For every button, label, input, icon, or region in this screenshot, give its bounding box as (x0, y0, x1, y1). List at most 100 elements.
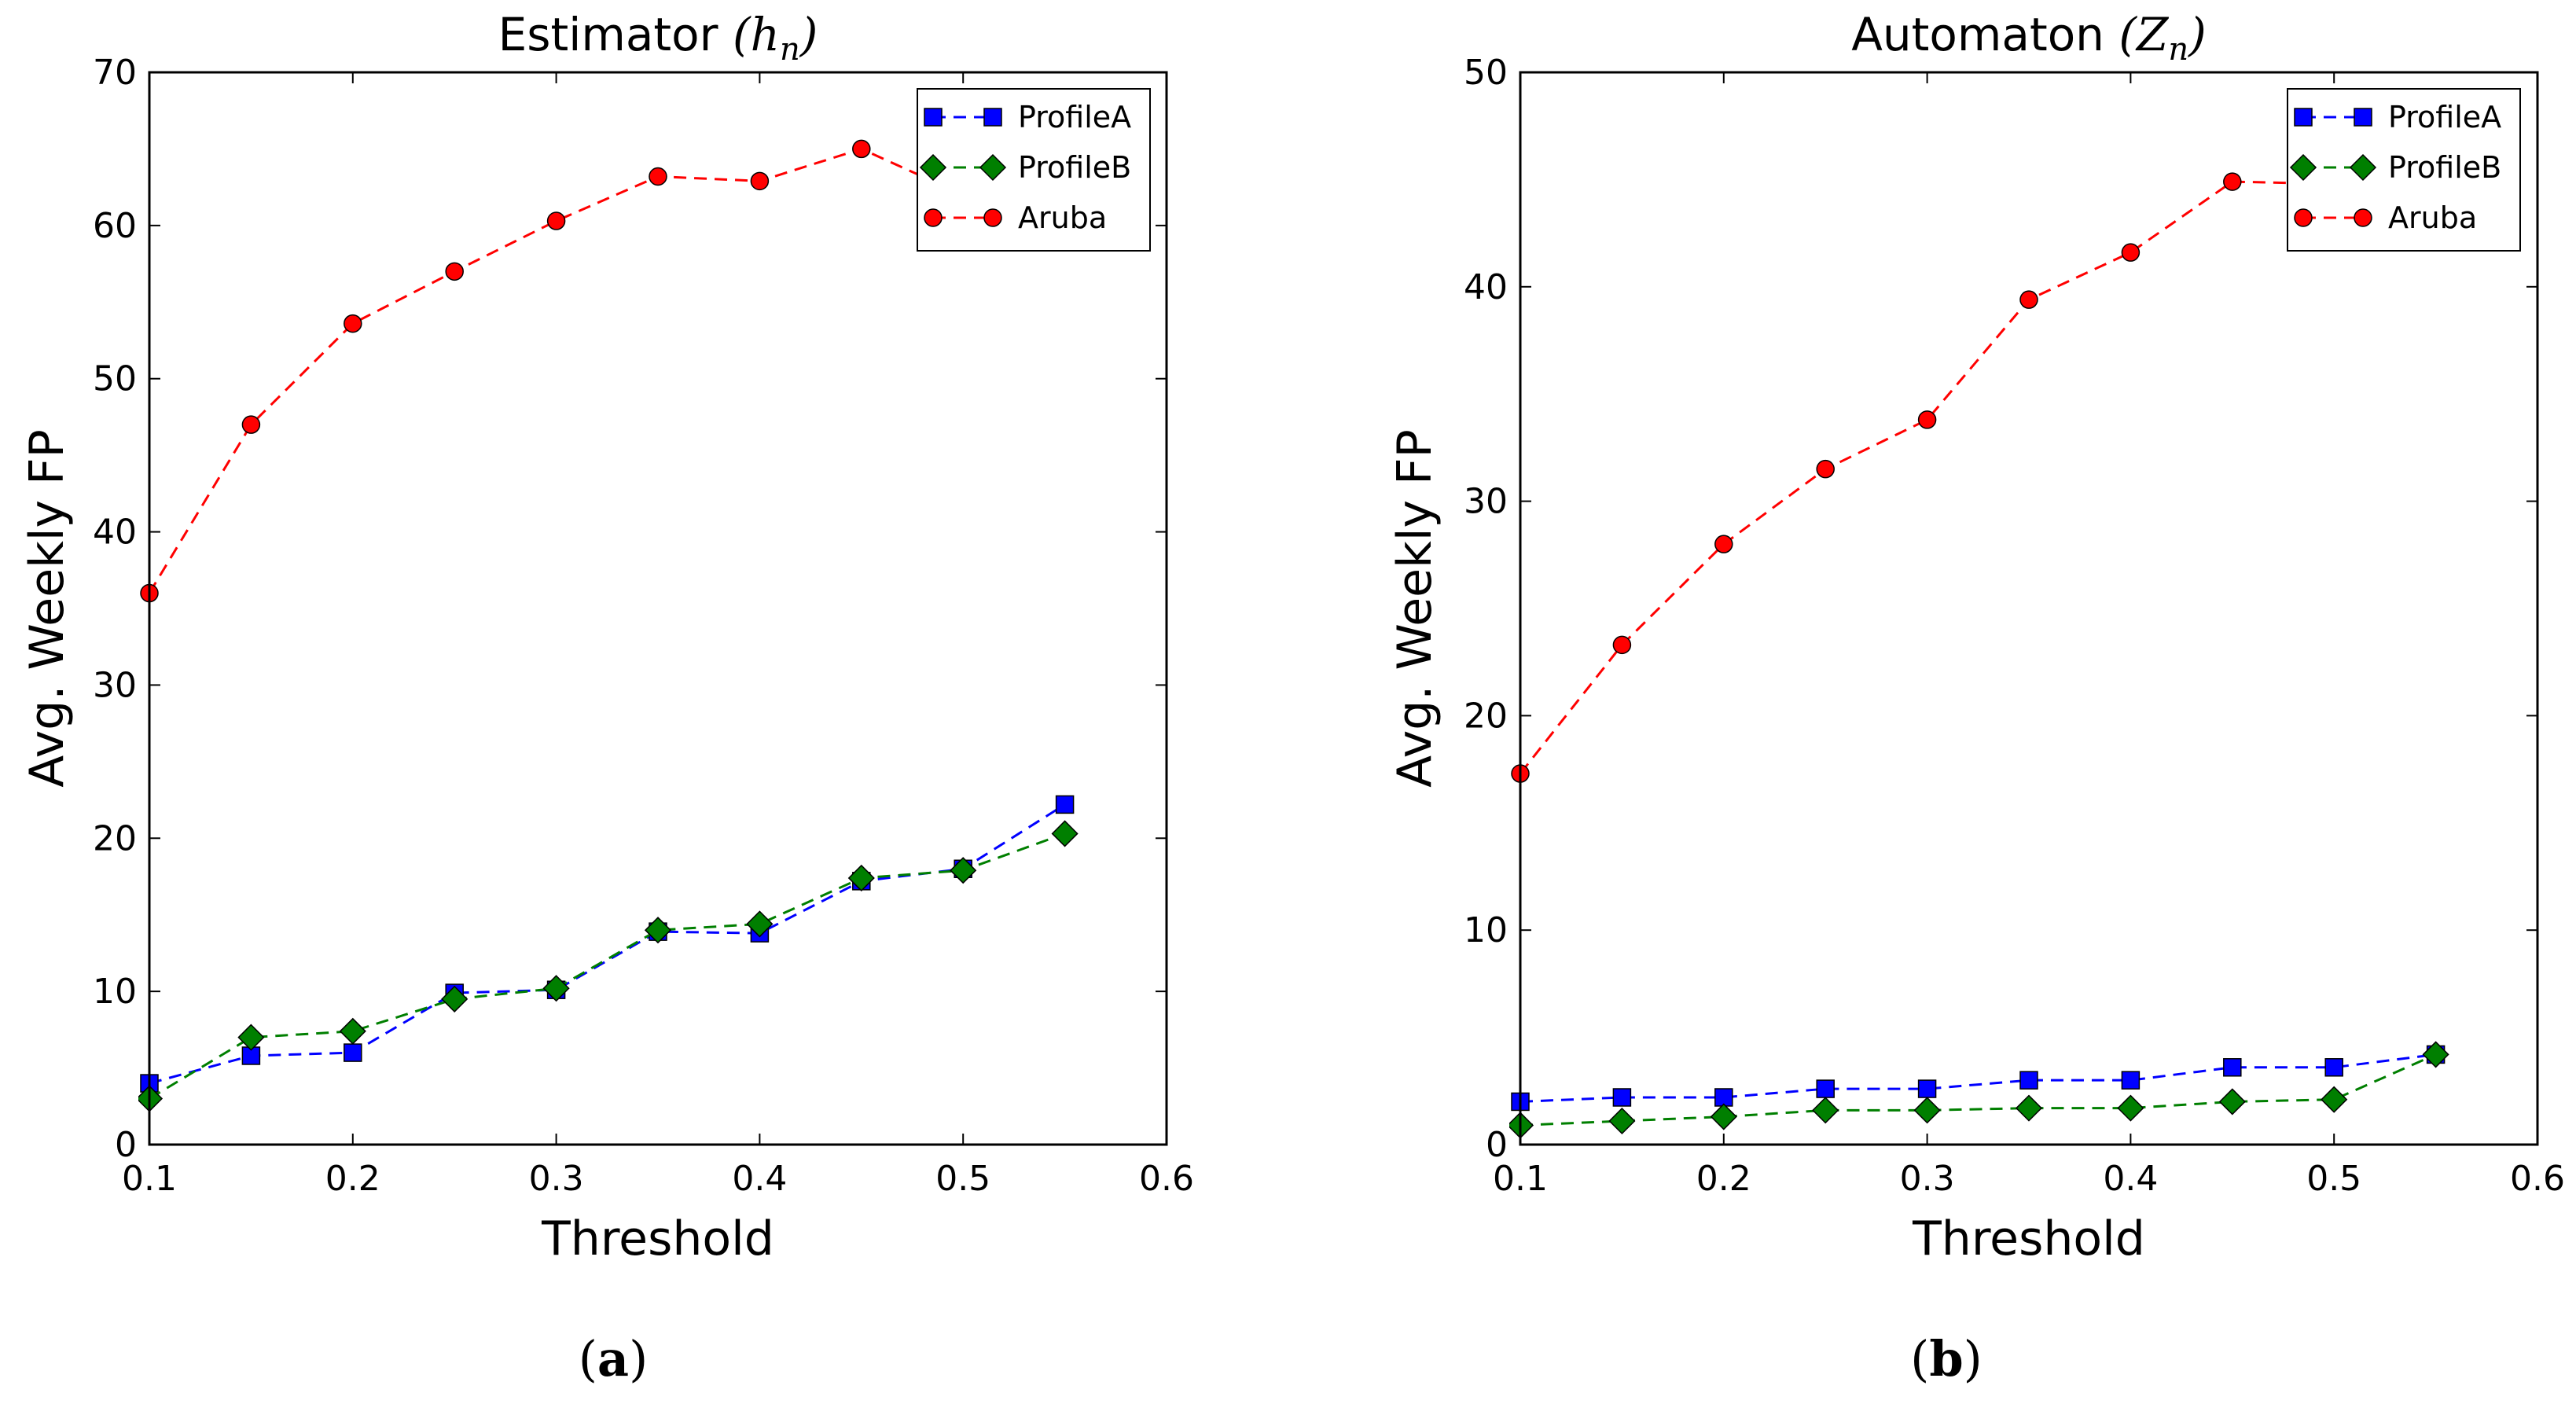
x-tick-label: 0.4 (2103, 1159, 2158, 1199)
y-tick-label: 40 (93, 513, 137, 553)
data-point-ProfileA (2324, 1058, 2343, 1077)
legend-label-ProfileB: ProfileB (2388, 150, 2501, 185)
x-tick-label: 0.5 (935, 1159, 990, 1199)
data-point-ProfileA (2223, 1058, 2242, 1077)
legend-marker-ProfileB (979, 153, 1007, 182)
caption-paren-open: ( (579, 1330, 597, 1387)
data-point-ProfileB (1051, 820, 1079, 847)
y-tick-label: 40 (1464, 267, 1508, 307)
chart-a: Estimator (hn)0.1 0.2 0.3 0.4 0.5 0.601020304… (20, 8, 1194, 1387)
series-line-Aruba (1519, 180, 2437, 774)
x-axis-label: Threshold (1912, 1211, 2145, 1266)
legend-box (917, 88, 1151, 252)
x-tick-label: 0.6 (2510, 1159, 2565, 1199)
y-tick-label: 10 (1464, 910, 1508, 950)
data-point-ProfileA (1917, 1079, 1937, 1098)
data-point-ProfileB (950, 857, 977, 884)
x-tick-label: 0.6 (1139, 1159, 1194, 1199)
legend-marker-Aruba (2294, 208, 2313, 227)
x-tick-label: 0.4 (732, 1159, 787, 1199)
chart-title-paren-close: ) (2187, 8, 2207, 61)
y-tick-label: 50 (1464, 53, 1508, 93)
data-point-ProfileB (441, 985, 469, 1013)
data-point-ProfileB (1812, 1097, 1839, 1124)
caption-paren-open: ( (1910, 1330, 1929, 1387)
subfigure-caption: (a) (579, 1330, 649, 1387)
legend-label-ProfileB: ProfileB (1018, 150, 1131, 185)
chart-title-paren-open: ( (2118, 8, 2137, 61)
y-axis-label: Avg. Weekly FP (20, 429, 75, 788)
series-line-ProfileA (1520, 1053, 2436, 1103)
legend: ProfileA ProfileB Aruba (2287, 88, 2521, 252)
legend-marker-ProfileB (2349, 153, 2377, 182)
data-point-ProfileB (1710, 1103, 1737, 1130)
data-point-Aruba (750, 171, 770, 191)
data-point-Aruba (546, 211, 566, 230)
y-tick-label: 0 (1486, 1125, 1508, 1165)
chart-title-math-base: Z (2135, 8, 2170, 61)
data-point-Aruba (1714, 535, 1733, 553)
legend-label-Aruba: Aruba (1018, 200, 1107, 235)
data-point-Aruba (445, 262, 464, 281)
chart-title-math-subscript: n (780, 31, 800, 68)
legend-label-ProfileA: ProfileA (2388, 100, 2501, 134)
data-point-ProfileB (237, 1024, 265, 1051)
chart-title-paren-open: ( (733, 8, 751, 61)
chart-b: Automaton (Zn)0.1 0.2 0.3 0.4 0.5 0.601020304… (1387, 8, 2565, 1387)
data-point-Aruba (344, 314, 362, 333)
data-point-Aruba (2223, 172, 2242, 191)
caption-letter: a (597, 1330, 629, 1387)
data-point-ProfileB (847, 864, 875, 892)
y-tick-label: 30 (1464, 482, 1508, 522)
legend-marker-ProfileA (983, 108, 1002, 127)
caption-letter: b (1929, 1330, 1963, 1387)
data-point-ProfileB (1608, 1107, 1636, 1135)
data-point-ProfileB (2218, 1088, 2246, 1115)
x-tick-label: 0.1 (122, 1159, 177, 1199)
chart-title-paren-close: ) (799, 8, 818, 61)
series-line-ProfileB (149, 832, 1066, 1100)
x-tick-label: 0.1 (1493, 1159, 1548, 1199)
data-point-Aruba (2121, 243, 2141, 262)
y-tick-label: 20 (93, 818, 137, 858)
data-point-ProfileB (542, 975, 570, 1002)
series-ProfileA (140, 795, 1075, 1093)
series-ProfileB (138, 820, 1079, 1112)
data-point-Aruba (241, 415, 261, 434)
chart-title-text: Estimator (498, 8, 733, 61)
x-axis-label: Threshold (541, 1211, 774, 1266)
data-point-ProfileA (1612, 1088, 1632, 1107)
legend-marker-ProfileA (2354, 108, 2372, 127)
legend-marker-ProfileB (919, 153, 947, 182)
legend-marker-ProfileA (924, 108, 943, 127)
data-point-ProfileB (2117, 1094, 2144, 1122)
plot-frame (148, 71, 1168, 1146)
y-tick-label: 20 (1464, 696, 1508, 736)
y-tick-label: 60 (93, 206, 137, 246)
data-point-Aruba (1917, 410, 1937, 429)
legend-box (2287, 88, 2521, 252)
y-tick-label: 50 (93, 359, 137, 399)
legend: ProfileA ProfileB Aruba (917, 88, 1151, 252)
data-point-ProfileA (1816, 1079, 1835, 1098)
series-line-Aruba (148, 147, 1065, 594)
subfigure-caption: (b) (1910, 1330, 1983, 1387)
y-tick-label: 30 (93, 665, 137, 705)
x-tick-label: 0.2 (1696, 1159, 1751, 1199)
y-tick-label: 0 (115, 1125, 137, 1165)
data-point-ProfileB (644, 917, 672, 944)
series-Aruba (1511, 172, 2446, 783)
x-tick-label: 0.5 (2306, 1159, 2361, 1199)
legend-marker-ProfileA (2294, 108, 2313, 127)
legend-marker-Aruba (2354, 208, 2372, 227)
data-point-ProfileB (2422, 1041, 2449, 1068)
data-point-ProfileB (2015, 1094, 2043, 1122)
legend-marker-Aruba (924, 208, 943, 227)
data-point-Aruba (2019, 290, 2038, 309)
data-point-ProfileA (1055, 795, 1075, 814)
data-point-ProfileB (339, 1017, 366, 1045)
chart-title: Automaton (Zn) (1851, 8, 2207, 68)
chart-title-text: Automaton (1851, 8, 2118, 61)
legend-marker-Aruba (983, 208, 1002, 227)
